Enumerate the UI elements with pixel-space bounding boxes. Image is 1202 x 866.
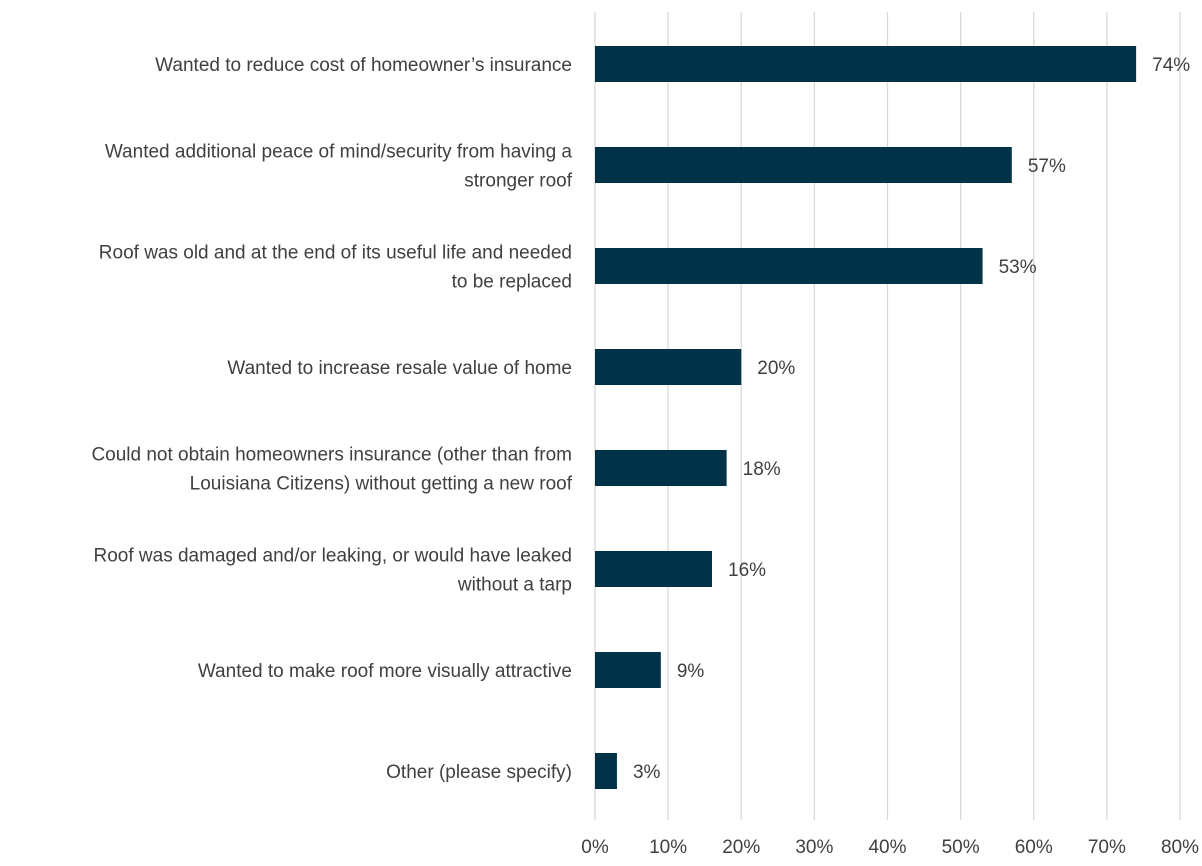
category-label: Wanted additional peace of mind/security… [105,142,573,192]
category-label-line: without a tarp [457,575,572,596]
x-tick-label: 70% [1088,837,1126,858]
category-label: Wanted to increase resale value of home [227,358,572,379]
bar [595,753,617,789]
category-label: Roof was damaged and/or leaking, or woul… [94,546,572,596]
x-tick-label: 0% [581,837,609,858]
category-label-line: Wanted to make roof more visually attrac… [198,661,572,682]
category-labels: Wanted to reduce cost of homeowner’s ins… [91,55,572,783]
x-axis-tick-labels: 0% 10% 20% 30% 40% 50% 60% 70% 80% [581,837,1199,858]
x-tick-label: 20% [722,837,760,858]
x-tick-label: 10% [649,837,687,858]
gridlines [594,12,1181,820]
x-tick-label: 80% [1161,837,1199,858]
x-tick-label: 40% [868,837,906,858]
category-label-line: Roof was old and at the end of its usefu… [99,243,572,264]
category-label-line: Other (please specify) [386,762,572,783]
x-tick-label: 60% [1015,837,1053,858]
category-label-line: stronger roof [464,171,572,192]
bar [595,147,1012,183]
bars [595,46,1137,789]
bar [595,248,983,284]
value-labels: 74% 57% 53% 20% 18% 16% 9% 3% [633,55,1190,783]
category-label-line: Could not obtain homeowners insurance (o… [91,445,572,466]
value-label: 3% [633,762,661,783]
category-label: Wanted to reduce cost of homeowner’s ins… [155,55,572,76]
category-label-line: Louisiana Citizens) without getting a ne… [190,474,573,495]
category-label: Could not obtain homeowners insurance (o… [91,445,572,495]
category-label-line: Wanted additional peace of mind/security… [105,142,573,163]
bar [595,652,661,688]
bar [595,450,727,486]
category-label-line: Wanted to reduce cost of homeowner’s ins… [155,55,572,76]
value-label: 18% [743,459,781,480]
category-label-line: Wanted to increase resale value of home [227,358,572,379]
category-label-line: Roof was damaged and/or leaking, or woul… [94,546,572,567]
value-label: 53% [999,257,1037,278]
value-label: 74% [1152,55,1190,76]
category-label: Wanted to make roof more visually attrac… [198,661,572,682]
category-label: Other (please specify) [386,762,572,783]
value-label: 16% [728,560,766,581]
value-label: 9% [677,661,705,682]
value-label: 20% [757,358,795,379]
category-label: Roof was old and at the end of its usefu… [99,243,572,293]
category-label-line: to be replaced [452,272,572,293]
bar [595,349,742,385]
bar [595,551,712,587]
value-label: 57% [1028,156,1066,177]
x-tick-label: 30% [795,837,833,858]
x-tick-label: 50% [942,837,980,858]
bar [595,46,1137,82]
